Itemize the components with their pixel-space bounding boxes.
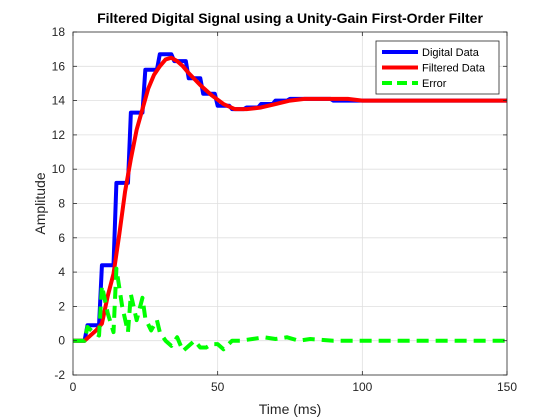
y-tick-label: 0 — [58, 334, 65, 348]
x-tick-label: 100 — [352, 380, 372, 394]
legend-entry-digital-data: Digital Data — [422, 47, 480, 59]
x-axis-label: Time (ms) — [259, 401, 321, 417]
y-tick-label: 10 — [52, 162, 66, 176]
y-axis-label: Amplitude — [32, 172, 48, 234]
y-tick-label: 18 — [52, 25, 66, 39]
legend-entry-error: Error — [422, 78, 447, 90]
y-tick-label: 12 — [52, 128, 66, 142]
y-tick-label: 14 — [52, 94, 66, 108]
series-line-digital-data — [73, 54, 507, 340]
y-tick-label: 2 — [58, 299, 65, 313]
y-tick-label: -2 — [54, 368, 65, 382]
legend: Digital Data Filtered Data Error — [376, 41, 499, 94]
y-tick-label: 6 — [58, 231, 65, 245]
x-tick-label: 50 — [211, 380, 225, 394]
y-tick-label: 8 — [58, 197, 65, 211]
series-line-error — [73, 269, 507, 351]
chart-title: Filtered Digital Signal using a Unity-Ga… — [97, 10, 483, 26]
y-tick-label: 16 — [52, 59, 66, 73]
series-line-filtered-data — [73, 58, 507, 341]
x-tick-label: 150 — [497, 380, 517, 394]
x-tick-label: 0 — [70, 380, 77, 394]
y-tick-label: 4 — [58, 265, 65, 279]
legend-entry-filtered-data: Filtered Data — [422, 63, 486, 75]
